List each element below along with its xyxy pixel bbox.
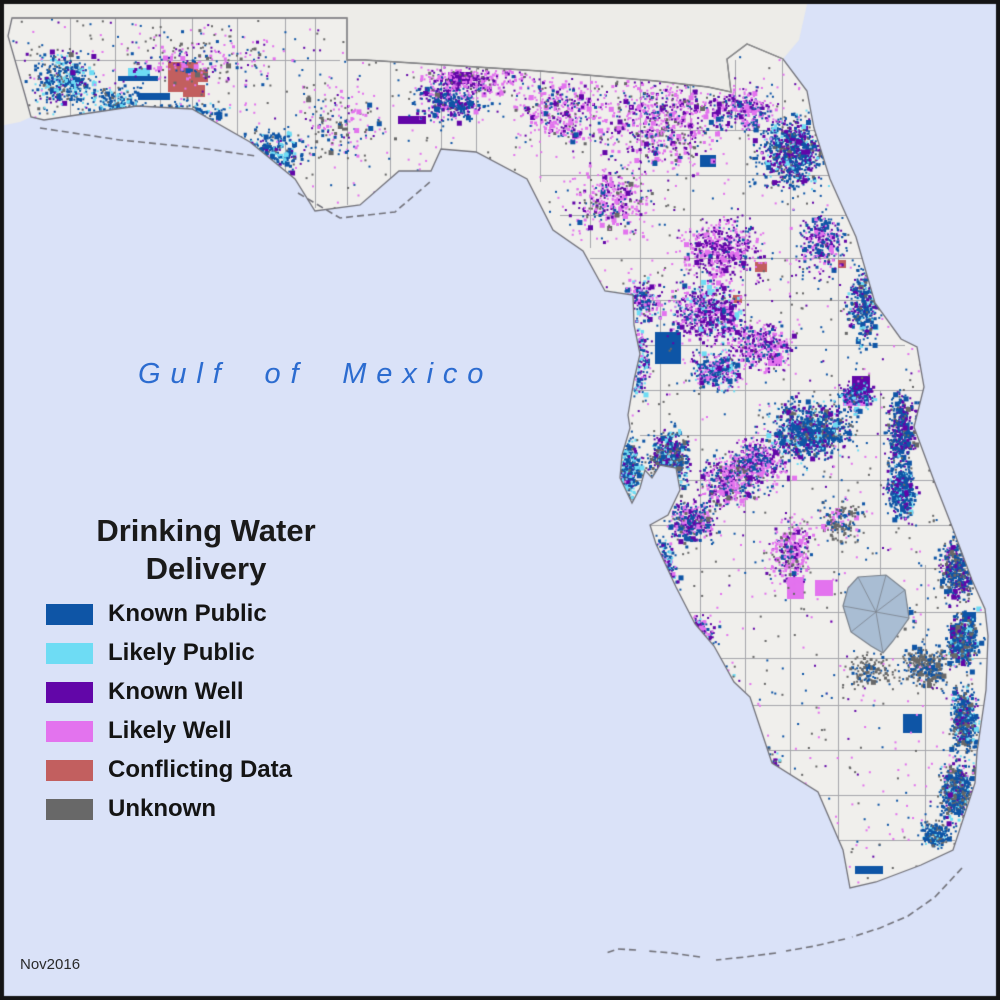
map-figure: Gulf of Mexico Drinking Water Delivery K… [0,0,1000,1000]
florida-map-canvas [0,0,1000,1000]
